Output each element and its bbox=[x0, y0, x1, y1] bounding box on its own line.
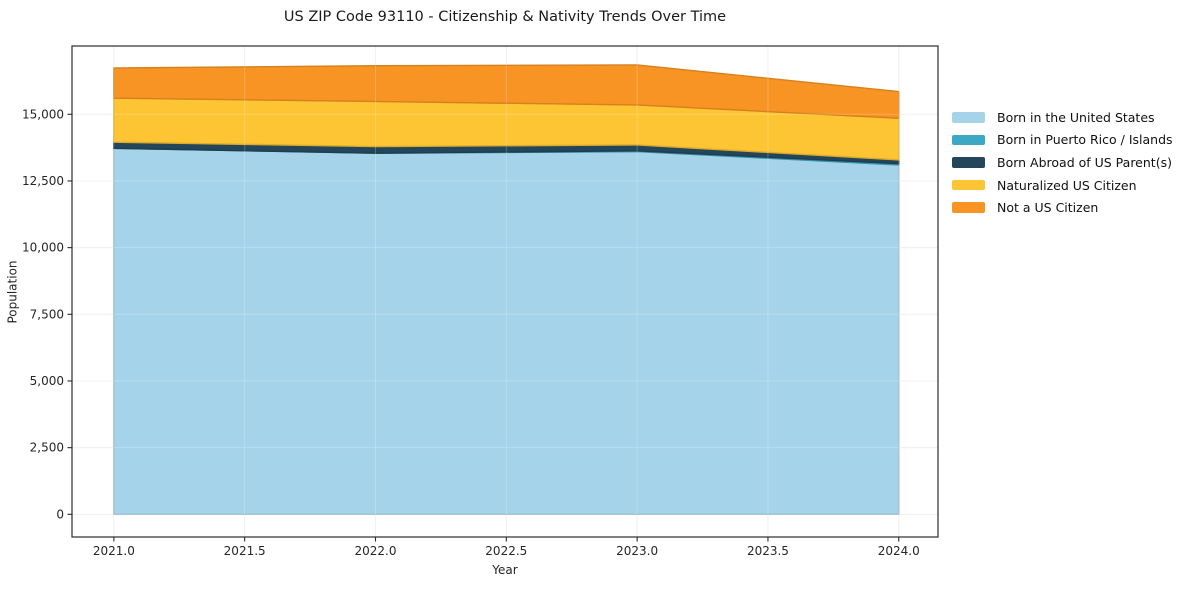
y-tick-label: 2,500 bbox=[30, 441, 64, 455]
y-tick-label: 10,000 bbox=[22, 241, 64, 255]
x-tick-label: 2022.5 bbox=[485, 544, 527, 558]
area-series-4 bbox=[113, 64, 900, 119]
legend-item: Born Abroad of US Parent(s) bbox=[952, 151, 1173, 174]
y-tick-label: 0 bbox=[56, 507, 64, 521]
legend-swatch bbox=[952, 112, 985, 123]
x-tick-label: 2024.0 bbox=[878, 544, 920, 558]
y-tick-label: 7,500 bbox=[30, 307, 64, 321]
x-axis-label: Year bbox=[492, 563, 518, 577]
legend-label: Naturalized US Citizen bbox=[997, 177, 1137, 193]
plot-border bbox=[71, 45, 939, 538]
legend-label: Born in Puerto Rico / Islands bbox=[997, 132, 1173, 148]
y-axis-label-wrap: Population bbox=[2, 46, 24, 537]
legend-swatch bbox=[952, 202, 985, 213]
legend-item: Born in the United States bbox=[952, 106, 1173, 129]
legend-swatch bbox=[952, 134, 985, 146]
legend-item: Naturalized US Citizen bbox=[952, 174, 1173, 197]
legend-item: Born in Puerto Rico / Islands bbox=[952, 129, 1173, 152]
x-tick-label: 2023.0 bbox=[616, 544, 658, 558]
legend-label: Born in the United States bbox=[997, 109, 1155, 125]
y-tick-label: 5,000 bbox=[30, 374, 64, 388]
legend-swatch bbox=[952, 179, 985, 191]
x-tick-label: 2021.0 bbox=[93, 544, 135, 558]
y-axis-label: Population bbox=[6, 259, 21, 324]
x-tick-label: 2023.5 bbox=[747, 544, 789, 558]
x-tick-label: 2022.0 bbox=[354, 544, 396, 558]
area-series-group bbox=[113, 64, 900, 516]
legend-item: Not a US Citizen bbox=[952, 196, 1173, 219]
legend-label: Born Abroad of US Parent(s) bbox=[997, 154, 1172, 170]
chart-title: US ZIP Code 93110 - Citizenship & Nativi… bbox=[283, 9, 727, 25]
legend-label: Not a US Citizen bbox=[997, 200, 1099, 216]
legend-swatch bbox=[952, 157, 985, 168]
tick-marks bbox=[67, 113, 900, 542]
gridlines-over bbox=[72, 46, 938, 537]
y-tick-label: 15,000 bbox=[22, 107, 64, 121]
y-tick-label: 12,500 bbox=[22, 174, 64, 188]
legend: Born in the United States Born in Puerto … bbox=[952, 106, 1173, 219]
x-tick-label: 2021.5 bbox=[224, 544, 266, 558]
tick-labels: 2021.0 2021.5 2022.0 2022.5 2023.0 2023.5 2024… bbox=[22, 107, 920, 558]
